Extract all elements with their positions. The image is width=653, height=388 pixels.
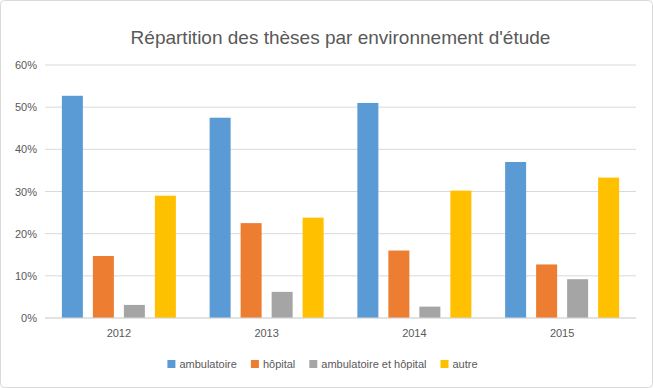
- bar: [124, 305, 145, 318]
- chart-border: [1, 1, 653, 388]
- legend-swatch: [441, 360, 449, 368]
- legend-label: ambulatoire: [179, 358, 236, 370]
- bar: [536, 264, 557, 318]
- grid-line: [45, 191, 636, 192]
- legend-swatch: [167, 360, 175, 368]
- x-tick-label: 2014: [402, 327, 426, 339]
- y-tick-label: 40%: [15, 143, 37, 155]
- legend-swatch: [251, 360, 259, 368]
- grid-line: [45, 318, 636, 319]
- grid-line: [45, 65, 636, 66]
- bar: [155, 196, 176, 318]
- legend-label: autre: [453, 358, 478, 370]
- chart-container: Répartition des thèses par environnement…: [0, 0, 653, 388]
- x-tick-label: 2012: [107, 327, 131, 339]
- y-tick-label: 10%: [15, 270, 37, 282]
- bar: [241, 223, 262, 318]
- bar: [210, 118, 231, 318]
- legend-label: ambulatoire et hôpital: [321, 358, 426, 370]
- x-tick-label: 2013: [254, 327, 278, 339]
- bar: [272, 292, 293, 318]
- y-tick-label: 0%: [21, 312, 37, 324]
- grid-line: [45, 233, 636, 234]
- bars: [62, 96, 619, 318]
- bar: [450, 191, 471, 318]
- bar: [357, 103, 378, 318]
- bar: [388, 251, 409, 318]
- legend: ambulatoire hôpital ambulatoire et hôpital…: [167, 358, 477, 370]
- x-axis-line: [45, 318, 636, 319]
- y-tick-label: 30%: [15, 186, 37, 198]
- x-tick-label: 2015: [550, 327, 574, 339]
- grid-line: [45, 107, 636, 108]
- bar: [303, 218, 324, 318]
- bar: [567, 279, 588, 318]
- legend-swatch: [309, 360, 317, 368]
- bar: [93, 256, 114, 318]
- y-tick-label: 20%: [15, 228, 37, 240]
- bar: [419, 307, 440, 318]
- chart-svg: Répartition des thèses par environnement…: [0, 0, 653, 388]
- grid-line: [45, 149, 636, 150]
- y-tick-label: 50%: [15, 101, 37, 113]
- bar: [62, 96, 83, 318]
- bar: [598, 178, 619, 318]
- y-tick-label: 60%: [15, 59, 37, 71]
- bar: [505, 162, 526, 318]
- chart-title: Répartition des thèses par environnement…: [131, 27, 551, 48]
- legend-label: hôpital: [263, 358, 295, 370]
